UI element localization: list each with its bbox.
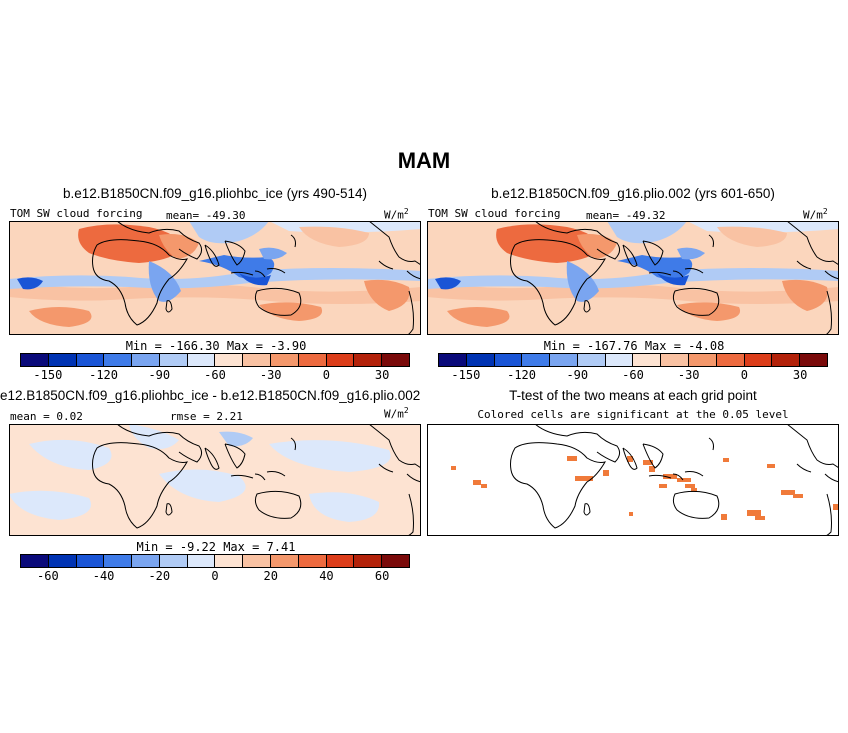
panel4-subtitle: Colored cells are significant at the 0.0… (477, 408, 789, 421)
panel2-units: W/m2 (803, 207, 828, 222)
colorbar-tick-label: -90 (148, 368, 171, 382)
colorbar-cell (104, 555, 133, 567)
colorbar-cell (187, 354, 216, 366)
colorbar-tick-label: -40 (92, 569, 115, 583)
colorbar-cell (215, 354, 244, 366)
colorbar-cell (298, 354, 327, 366)
colorbar-cell (716, 354, 745, 366)
panel1-colorbar: -150 -120 -90 -60 -30 0 30 (20, 353, 410, 382)
panel3-mean-label: mean = 0.02 (10, 410, 83, 423)
colorbar-cell (466, 354, 495, 366)
colorbar-tick-label: -150 (33, 368, 63, 382)
colorbar-cell (326, 555, 355, 567)
panel1-field-label: TOM SW cloud forcing (10, 207, 143, 220)
colorbar-cell (132, 555, 160, 567)
colorbar-cell (104, 354, 133, 366)
panel2-field-label: TOM SW cloud forcing (428, 207, 561, 220)
colorbar-tick-label: -60 (37, 569, 59, 583)
panel4-significant-cells (451, 456, 839, 520)
colorbar-cell (772, 354, 801, 366)
colorbar-cell (439, 354, 467, 366)
colorbar-cell (243, 555, 272, 567)
panel2-title: b.e12.B1850CN.f09_g16.plio.002 (yrs 601-… (491, 186, 775, 201)
panel3-colorbar: -60 -40 -20 0 20 40 60 (20, 554, 410, 583)
colorbar-cell (215, 555, 244, 567)
panel4-title: T-test of the two means at each grid poi… (509, 388, 757, 403)
colorbar-cell (271, 354, 299, 366)
colorbar-tick-label: -120 (89, 368, 119, 382)
colorbar-cell (21, 555, 49, 567)
colorbar-cell (382, 555, 409, 567)
colorbar-cell (298, 555, 327, 567)
colorbar-tick-label: -30 (259, 368, 282, 382)
colorbar-tick-label: 20 (263, 569, 278, 583)
colorbar-cell (494, 354, 523, 366)
panel1-mean-label: mean= -49.30 (166, 209, 246, 222)
colorbar-cell (550, 354, 578, 366)
colorbar-cell (689, 354, 717, 366)
colorbar-cell (48, 555, 77, 567)
panel2-colorbar: -150 -120 -90 -60 -30 0 30 (438, 353, 828, 382)
colorbar-cell (271, 555, 299, 567)
colorbar-cell (800, 354, 827, 366)
colorbar-cell (132, 354, 160, 366)
colorbar-cell (48, 354, 77, 366)
colorbar-tick-label: 40 (319, 569, 334, 583)
colorbar-cell (633, 354, 662, 366)
colorbar-tick-label: 60 (374, 569, 390, 583)
colorbar-cell (661, 354, 690, 366)
colorbar-tick-label: -120 (507, 368, 537, 382)
colorbar-cell (243, 354, 272, 366)
colorbar-cell (159, 354, 188, 366)
panel2-map (427, 221, 839, 335)
colorbar-cell (354, 354, 383, 366)
colorbar-tick-label: -60 (204, 368, 226, 382)
panel3-map (9, 424, 421, 536)
panel3-minmax: Min = -9.22 Max = 7.41 (136, 540, 296, 554)
panel1-units: W/m2 (384, 207, 409, 222)
colorbar-cell (577, 354, 606, 366)
figure-title: MAM (397, 148, 451, 173)
colorbar-cell (187, 555, 216, 567)
panel1-map (9, 221, 421, 335)
panel4-map (427, 424, 839, 536)
panel3-units: W/m2 (384, 406, 409, 421)
colorbar-cell (354, 555, 383, 567)
colorbar-cell (76, 555, 105, 567)
colorbar-tick-label: -150 (451, 368, 481, 382)
colorbar-tick-label: 0 (211, 569, 219, 583)
panel2-minmax: Min = -167.76 Max = -4.08 (543, 339, 725, 353)
colorbar-cell (21, 354, 49, 366)
colorbar-tick-label: 30 (374, 368, 390, 382)
colorbar-cell (522, 354, 551, 366)
colorbar-cell (744, 354, 773, 366)
colorbar-tick-label: -90 (566, 368, 589, 382)
colorbar-cell (605, 354, 634, 366)
colorbar-cell (159, 555, 188, 567)
colorbar-tick-label: -30 (677, 368, 700, 382)
panel2-mean-label: mean= -49.32 (586, 209, 666, 222)
panel1-title: b.e12.B1850CN.f09_g16.pliohbc_ice (yrs 4… (63, 186, 367, 201)
panel3-rmse-label: rmse = 2.21 (170, 410, 243, 423)
panel4-map-background (427, 424, 839, 536)
panel3-title: e12.B1850CN.f09_g16.pliohbc_ice - b.e12.… (0, 388, 421, 403)
colorbar-tick-label: 0 (740, 368, 749, 382)
colorbar-tick-label: 30 (792, 368, 808, 382)
colorbar-cell (326, 354, 355, 366)
colorbar-tick-label: -60 (622, 368, 644, 382)
colorbar-cell (76, 354, 105, 366)
panel1-minmax: Min = -166.30 Max = -3.90 (125, 339, 307, 353)
colorbar-tick-label: -20 (148, 569, 171, 583)
colorbar-cell (382, 354, 409, 366)
colorbar-tick-label: 0 (322, 368, 331, 382)
